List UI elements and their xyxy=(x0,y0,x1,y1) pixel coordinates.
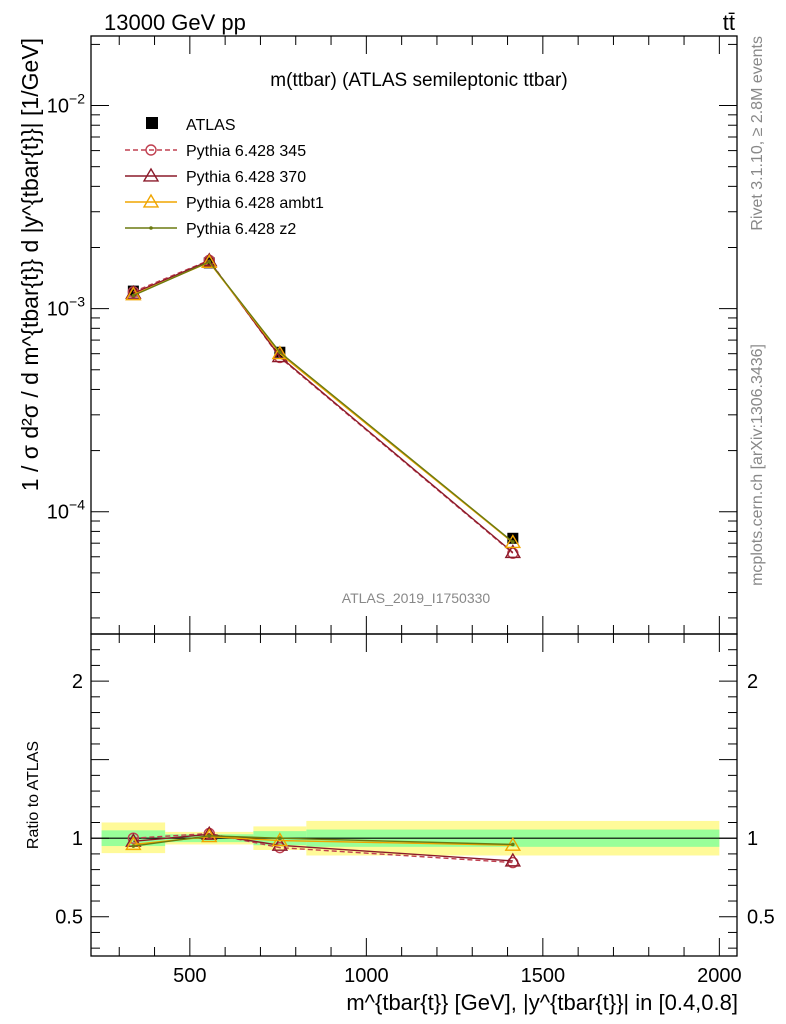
y-tick-label: 10−3 xyxy=(47,294,85,321)
series-2-point-3 xyxy=(504,534,522,549)
series-3-point-3 xyxy=(511,540,515,544)
ratio-y-tick-label-right: 2 xyxy=(747,671,758,693)
x-tick-label: 2000 xyxy=(697,965,742,987)
series-line-1 xyxy=(133,259,514,554)
ratio-line-0 xyxy=(133,832,513,864)
x-axis-label: m^{tbar{t}} [GeV], |y^{tbar{t}}| in [0.4… xyxy=(346,990,738,1015)
ratio-y-tick-label-right: 0.5 xyxy=(747,907,775,929)
legend-marker-atlas xyxy=(146,117,158,129)
ratio-series-1-point-2 xyxy=(271,836,289,851)
ratio-series-3-point-3 xyxy=(511,842,515,847)
legend: ATLAS Pythia 6.428 345 Pythia 6.428 370 Py… xyxy=(125,117,324,238)
ratio-line-1 xyxy=(133,833,513,862)
y-tick-label: 10−2 xyxy=(47,91,85,118)
legend-marker-0 xyxy=(145,144,157,156)
ratio-panel: 0.5 0.5 1 1 2 2 500 1000 1500 2000 Ratio to ATLAS xyxy=(25,633,775,987)
x-tick-label: 500 xyxy=(173,965,206,987)
ratio-y-tick-label-right: 1 xyxy=(747,828,758,850)
series-3-point-1 xyxy=(207,260,212,264)
series-2-point-1 xyxy=(201,253,218,268)
ratio-series-3-point-0 xyxy=(131,844,136,848)
legend-marker-1 xyxy=(142,167,160,182)
series-line-0 xyxy=(133,259,514,554)
x-tick-label: 1000 xyxy=(344,965,389,987)
ratio-y-tick-label-left: 0.5 xyxy=(55,907,83,929)
series-3-point-0 xyxy=(131,293,136,298)
series-2-point-2 xyxy=(271,345,289,360)
x-tick-label: 1500 xyxy=(521,965,566,987)
y-tick-label: 10−4 xyxy=(47,497,85,524)
watermark: ATLAS_2019_I1750330 xyxy=(342,590,491,606)
ratio-y-tick-label-left: 2 xyxy=(72,671,83,693)
ratio-series-2-point-2 xyxy=(271,832,289,847)
rivet-label: Rivet 3.1.10, ≥ 2.8M events xyxy=(749,36,766,231)
ratio-series-1-point-1 xyxy=(201,825,218,840)
ratio-frame xyxy=(90,633,738,957)
ratio-y-tick-label-left: 1 xyxy=(72,828,83,850)
legend-label-3: Pythia 6.428 z2 xyxy=(186,221,296,238)
mcplots-label: mcplots.cern.ch [arXiv:1306.3436] xyxy=(749,344,766,586)
legend-label-atlas: ATLAS xyxy=(186,117,236,134)
series-1-point-1 xyxy=(201,252,218,267)
legend-label-2: Pythia 6.428 ambt1 xyxy=(186,195,324,212)
legend-label-1: Pythia 6.428 370 xyxy=(186,169,306,186)
series-line-3 xyxy=(133,260,514,543)
main-title: m(ttbar) (ATLAS semileptonic ttbar) xyxy=(270,70,567,91)
ratio-line-3 xyxy=(133,835,513,847)
ratio-series-3-point-1 xyxy=(207,834,212,838)
series-3-point-2 xyxy=(278,350,282,355)
legend-marker-2 xyxy=(142,193,160,208)
series-line-2 xyxy=(133,261,514,544)
ratio-series-2-point-0 xyxy=(125,836,142,851)
process-label: tt̄ xyxy=(723,10,735,35)
data-point-atlas-3 xyxy=(507,532,519,544)
legend-label-0: Pythia 6.428 345 xyxy=(186,143,306,160)
energy-label: 13000 GeV pp xyxy=(104,10,246,35)
series-1-point-3 xyxy=(504,544,522,559)
series-1-point-0 xyxy=(125,284,142,299)
ratio-ylabel: Ratio to ATLAS xyxy=(25,741,42,849)
ratio-series-1-point-3 xyxy=(504,852,522,867)
main-panel: 10−2 10−3 10−4 m(ttbar) (ATLAS semileptoni… xyxy=(17,35,738,635)
main-ylabel: 1 / σ d²σ / d m^{tbar{t}} d |y^{tbar{t}}… xyxy=(17,38,43,491)
legend-marker-3 xyxy=(149,226,153,230)
ratio-series-3-point-2 xyxy=(278,836,282,840)
